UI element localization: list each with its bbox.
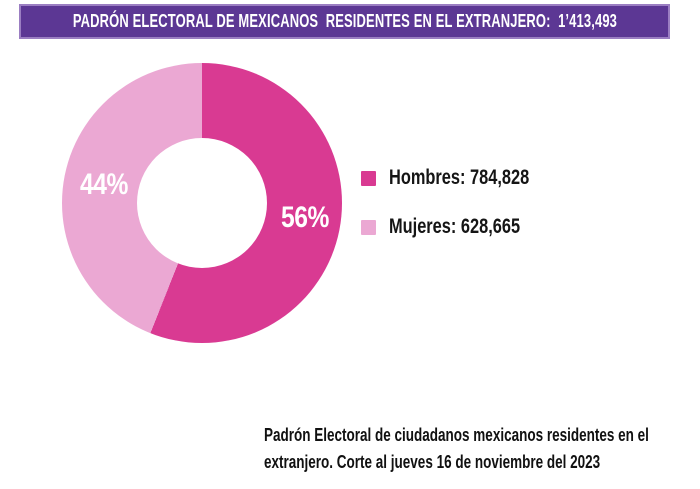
caption: Padrón Electoral de ciudadanos mexicanos… bbox=[264, 422, 700, 476]
donut-hole bbox=[137, 138, 267, 268]
legend-label-mujeres: Mujeres: 628,665 bbox=[389, 215, 521, 238]
slice-percent-label-mujeres: 44% bbox=[79, 168, 129, 201]
legend-item-mujeres: Mujeres: 628,665 bbox=[361, 215, 569, 238]
legend-item-hombres: Hombres: 784,828 bbox=[361, 166, 569, 189]
donut-chart: 44% 56% bbox=[62, 63, 342, 343]
legend-label-hombres: Hombres: 784,828 bbox=[389, 166, 530, 189]
header-title: PADRÓN ELECTORAL DE MEXICANOS RESIDENTES… bbox=[72, 11, 617, 31]
legend-swatch-mujeres bbox=[361, 219, 376, 235]
caption-line-2: extranjero. Corte al jueves 16 de noviem… bbox=[264, 452, 601, 472]
legend: Hombres: 784,828 Mujeres: 628,665 bbox=[361, 166, 569, 238]
header-banner: PADRÓN ELECTORAL DE MEXICANOS RESIDENTES… bbox=[19, 4, 670, 39]
slice-percent-label-hombres: 56% bbox=[280, 201, 330, 234]
caption-line-1: Padrón Electoral de ciudadanos mexicanos… bbox=[264, 425, 649, 445]
legend-swatch-hombres bbox=[361, 170, 376, 186]
